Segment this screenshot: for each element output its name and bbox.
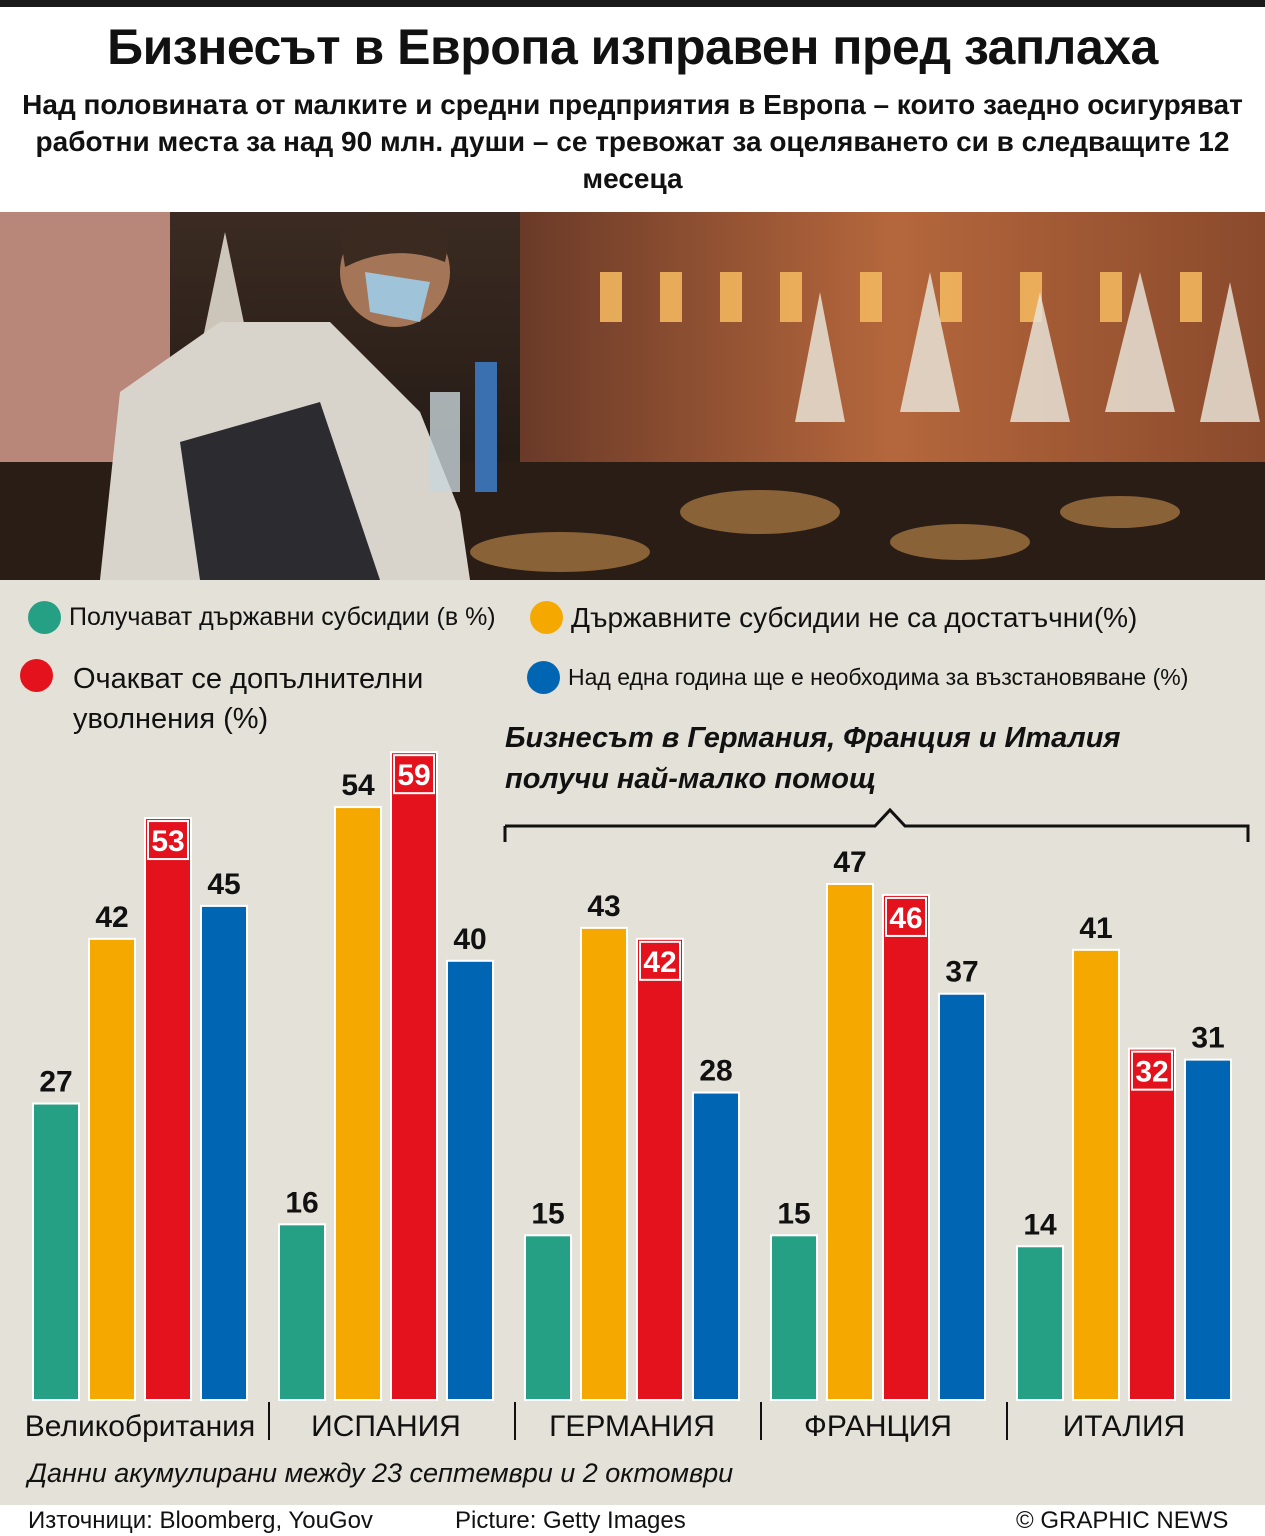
bar-4-4: [938, 992, 986, 1401]
bar-1-5: [1016, 1245, 1064, 1402]
legend-item-recovery: Над една година ще е необходима за възст…: [527, 661, 1188, 694]
data-label: 14: [1023, 1208, 1057, 1241]
data-label: 32: [1135, 1056, 1168, 1089]
bar-2-2: [334, 806, 382, 1401]
data-label: 47: [833, 846, 866, 879]
bar-4-2: [446, 959, 494, 1401]
data-label: 41: [1079, 912, 1112, 945]
bar-label-fill: [1133, 1052, 1171, 1089]
category-label: ФРАНЦИЯ: [804, 1410, 952, 1443]
footer: Източници: Bloomberg, YouGov Picture: Ge…: [0, 1505, 1265, 1536]
cafe-photo-illustration: [0, 212, 1265, 580]
sources-text: Източници: Bloomberg, YouGov: [28, 1507, 373, 1534]
legend-item-layoffs: Очакват се допълнителни уволнения (%): [20, 659, 480, 739]
data-label: 59: [397, 759, 430, 792]
bar-label-fill: [641, 942, 679, 979]
page-subtitle: Над половината от малките и средни предп…: [22, 89, 1243, 194]
bar-2-3: [580, 926, 628, 1401]
legend-label: Очакват се допълнителни уволнения (%): [73, 663, 424, 735]
data-label: 15: [531, 1197, 564, 1230]
top-rule: [0, 0, 1265, 7]
legend-item-subsidies: Получават държавни субсидии (в %): [28, 601, 496, 634]
bar-1-3: [524, 1234, 572, 1402]
header-photo: [0, 212, 1265, 580]
bar-label-fill: [395, 756, 433, 793]
legend-swatch-green: [28, 601, 61, 634]
data-label: 43: [587, 890, 620, 923]
bar-label-fill: [887, 898, 925, 935]
bar-1-4: [770, 1234, 818, 1402]
legend-item-insufficient: Държавните субсидии не са достатъчни(%): [530, 601, 1137, 634]
legend-label: Получават държавни субсидии (в %): [69, 603, 496, 631]
legend-swatch-red: [20, 659, 53, 692]
bar-1-1: [32, 1102, 80, 1402]
graphic-news-credit: © GRAPHIC NEWS: [1016, 1507, 1229, 1534]
legend-swatch-orange: [530, 601, 563, 634]
data-label: 40: [453, 923, 486, 956]
bar-4-3: [692, 1091, 740, 1402]
data-label: 16: [285, 1186, 318, 1219]
category-label: ИСПАНИЯ: [311, 1410, 461, 1443]
legend-label: Държавните субсидии не са достатъчни(%): [571, 602, 1138, 633]
bar-1-2: [278, 1223, 326, 1401]
bar-3-4: [882, 893, 930, 1401]
data-label: 54: [341, 769, 375, 802]
data-label: 15: [777, 1197, 810, 1230]
data-label: 28: [699, 1055, 732, 1088]
annotation-bracket: [505, 807, 1250, 842]
data-label: 27: [39, 1066, 72, 1099]
chart-annotation: Бизнесът в Германия, Франция и Италия по…: [505, 722, 1121, 795]
bar-2-1: [88, 937, 136, 1402]
bar-3-5: [1128, 1047, 1176, 1401]
page-title: Бизнесът в Европа изправен пред заплаха: [107, 19, 1158, 75]
category-label: ИТАЛИЯ: [1063, 1410, 1185, 1443]
data-label: 42: [95, 901, 128, 934]
bar-2-4: [826, 882, 874, 1401]
category-label: ГЕРМАНИЯ: [549, 1410, 715, 1443]
picture-credit: Picture: Getty Images: [455, 1507, 686, 1534]
data-label: 42: [643, 946, 676, 979]
bar-4-5: [1184, 1058, 1232, 1401]
data-note: Данни акумулирани между 23 септември и 2…: [28, 1458, 734, 1488]
bar-label-fill: [149, 822, 187, 859]
data-label: 46: [889, 902, 922, 935]
bar-3-3: [636, 937, 684, 1402]
legend-label: Над една година ще е необходима за възст…: [568, 664, 1189, 690]
bar-3-2: [390, 751, 438, 1401]
data-label: 45: [207, 868, 240, 901]
bar-4-1: [200, 904, 248, 1402]
data-label: 31: [1191, 1022, 1224, 1055]
bar-3-1: [144, 817, 192, 1401]
bar-2-5: [1072, 948, 1120, 1401]
data-label: 53: [151, 825, 184, 858]
data-label: 37: [945, 956, 978, 989]
category-label: Великобритания: [25, 1410, 255, 1443]
legend-swatch-blue: [527, 661, 560, 694]
